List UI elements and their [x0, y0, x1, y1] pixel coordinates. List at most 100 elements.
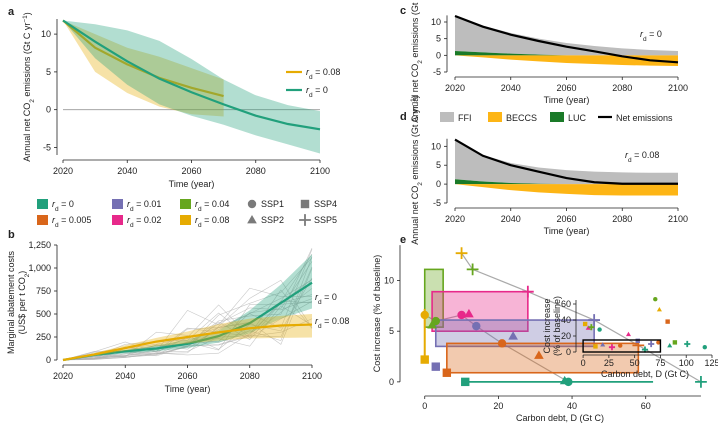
scenario-line	[62, 277, 313, 361]
y-axis-title: Marginal abatement costs	[6, 250, 16, 354]
beccs-area	[455, 184, 678, 196]
label-part: r	[315, 316, 319, 326]
ssp5-cross	[521, 285, 534, 298]
ssp2-point	[667, 342, 673, 348]
label-part: −1	[410, 98, 417, 106]
legend-label-rd0005: rd = 0.005	[52, 215, 91, 229]
label-part: r	[127, 199, 131, 209]
label-part: 2	[29, 99, 36, 103]
ssp5-cross	[648, 340, 655, 348]
ssp4-point	[431, 362, 440, 371]
label-part: r	[52, 215, 56, 225]
label-part: = 0.01	[134, 199, 162, 209]
label-part: r	[640, 29, 644, 39]
label-part: = 0.08	[202, 215, 230, 225]
x-tick-label: 2020	[53, 166, 73, 176]
label-part: r	[195, 199, 199, 209]
label-part: d	[198, 206, 202, 213]
x-tick-label: 0	[422, 401, 427, 411]
label-part: 2	[417, 182, 424, 186]
x-axis-title: Time (year)	[544, 226, 590, 236]
ssp2-point	[625, 331, 631, 337]
y-tick-label: -5	[43, 142, 51, 152]
ssp2-point	[508, 331, 518, 340]
y-tick-label: 0	[436, 50, 441, 60]
y-tick-label: 0	[46, 355, 51, 365]
y-tick-label: 5	[436, 34, 441, 44]
legend-label-rd001: rd = 0.01	[127, 199, 161, 213]
ssp4-point	[461, 377, 470, 387]
legend-label-rd002: rd = 0.02	[127, 215, 161, 229]
x-tick-label: 2020	[445, 83, 465, 93]
ssp5-point	[455, 247, 468, 260]
label-part: r	[52, 199, 56, 209]
label-part: d	[130, 206, 134, 213]
legend-swatch-rd008	[180, 215, 191, 225]
x-axis-title: Time (year)	[544, 95, 590, 105]
panel-label-d: d	[400, 111, 407, 123]
ssp5-cross	[695, 375, 707, 388]
label-part: r	[306, 67, 310, 77]
inset-x-tick-label: 25	[604, 358, 614, 368]
inset-x-tick-label: 125	[704, 358, 718, 368]
label-part: r	[306, 85, 310, 95]
label-part: r	[127, 215, 131, 225]
ssp5-cross	[455, 247, 468, 260]
label-part: 2	[417, 60, 424, 64]
ssp5-point	[588, 324, 595, 331]
ssp2-point	[600, 342, 606, 347]
label-part: d	[55, 206, 59, 213]
label-part: d	[628, 157, 632, 164]
x-tick-label: 2060	[556, 83, 576, 93]
x-tick-label: 60	[641, 401, 651, 411]
y-tick-label: -5	[433, 67, 441, 77]
label-part: d	[643, 36, 647, 43]
inset-x-axis-title: Carbon debt, D (Gt C)	[601, 369, 689, 379]
ssp2-point	[247, 214, 257, 224]
y-axis-title: Annual net CO2 emissions (Gt C yr−1)	[22, 12, 36, 162]
ssp5-cross	[588, 314, 601, 326]
ssp4-point	[635, 338, 640, 343]
label-part: emissions (Gt C yr	[410, 0, 420, 60]
x-tick-label: 2100	[310, 166, 330, 176]
inset-zoom-box	[582, 339, 662, 353]
ssp2-point	[585, 325, 591, 330]
legend-swatch-ffi	[440, 112, 454, 122]
x-tick-label: 2080	[240, 371, 260, 381]
inset-y-axis-title: Cost increase	[542, 298, 552, 353]
ssp1-point	[497, 339, 507, 348]
ssp4-point	[442, 368, 452, 377]
uncertainty-band-rd0	[63, 254, 312, 360]
label-part: d	[130, 222, 134, 229]
ssp1-point	[618, 343, 623, 348]
label-part: emissions (Gt C yr	[410, 106, 420, 183]
panel-b: b 0 250 500 750 1,000 1,250 2020 2040 2060 2080 210…	[6, 229, 349, 394]
label-part: = 0	[313, 85, 328, 95]
inset-x-tick-label: 75	[655, 358, 665, 368]
ssp5-point	[648, 340, 655, 348]
label-part: Annual net CO	[22, 103, 32, 162]
x-axis-title: Carbon debt, D (Gt C)	[516, 413, 604, 423]
x-tick-label: 20	[493, 401, 503, 411]
ffi-area	[455, 139, 678, 185]
ssp4-point	[300, 199, 310, 209]
y-axis-title-c: Annual net CO2 emissions (Gt C yr −1)	[410, 0, 424, 123]
ssp5-cross	[684, 340, 691, 348]
x-tick-label: 2100	[302, 371, 322, 381]
annotation-rd008: rd = 0.08	[315, 316, 349, 330]
ssp1-point	[420, 310, 429, 320]
y-tick-label: 250	[36, 332, 51, 342]
ssp5-point	[695, 375, 707, 388]
legend-swatch-luc	[550, 112, 564, 122]
x-tick-label: 2040	[117, 166, 137, 176]
legend-label-luc: LUC	[568, 113, 587, 123]
ssp4-point	[665, 319, 670, 324]
ssp5-point	[466, 263, 479, 276]
y-axis-title-d: Annual net CO2 emissions (Gt C yr−1)	[410, 95, 424, 245]
legend-label-ssp5: SSP5	[314, 215, 337, 225]
panel-c: c -5 0 5 10 2020 2040 2060 2080 2100 Time (year) rd…	[400, 5, 688, 105]
label-part: r	[195, 215, 199, 225]
y-tick-label: 5	[389, 326, 394, 336]
label-part: d	[318, 323, 322, 330]
